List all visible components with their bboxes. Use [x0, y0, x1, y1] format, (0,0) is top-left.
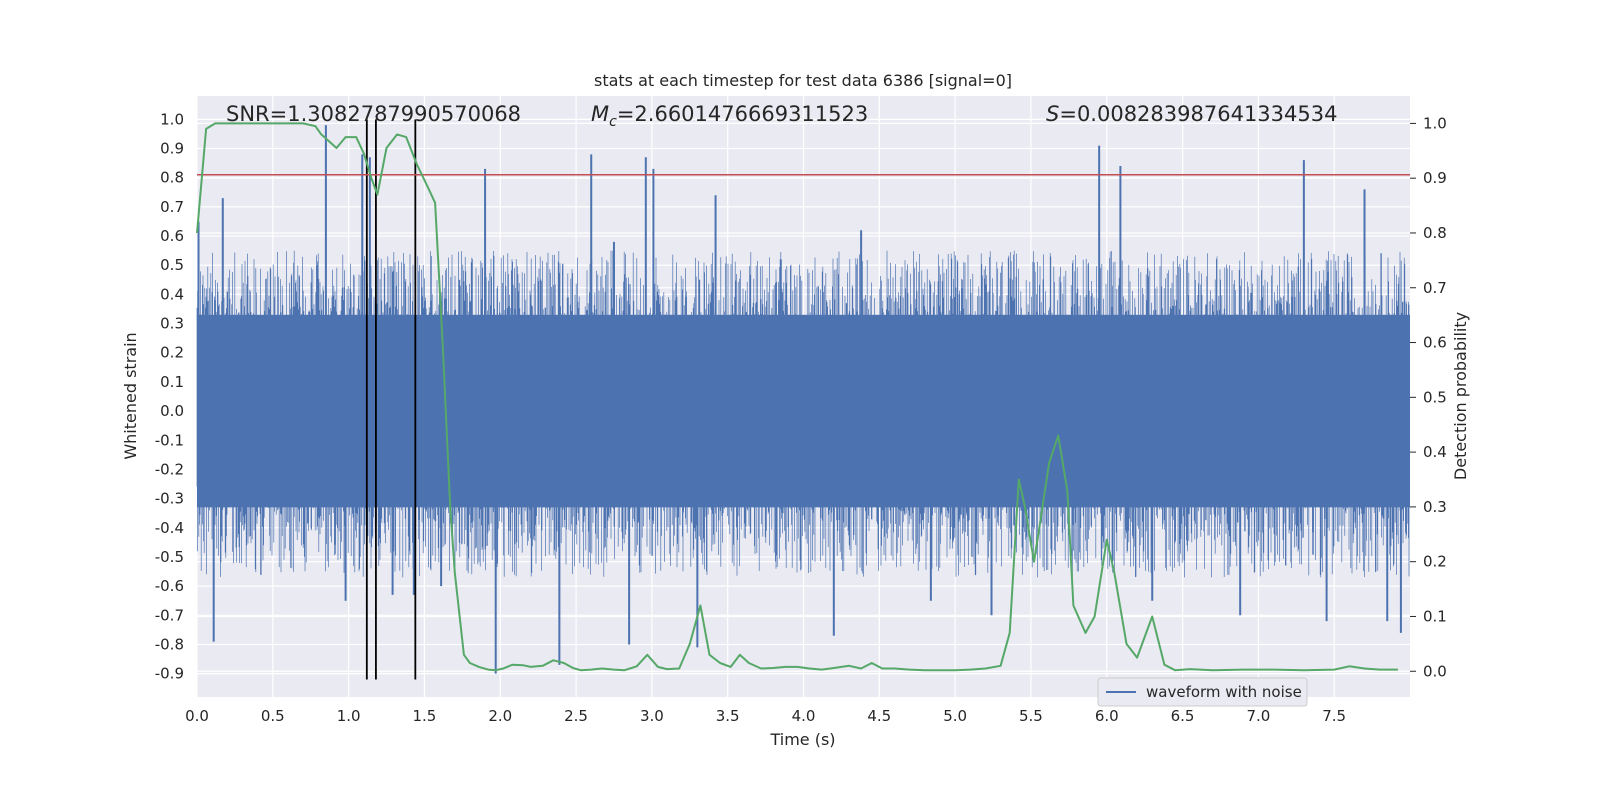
mc-symbol: M	[591, 102, 609, 126]
y-axis-label: Whitened strain	[121, 332, 140, 459]
y2-tick-label: 0.7	[1423, 279, 1447, 297]
x-tick-label: 7.0	[1246, 707, 1270, 725]
y-tick-label: -0.9	[155, 665, 184, 683]
y2-tick-labels: 1.0 0.9 0.8 0.7 0.6 0.5 0.4 0.3 0.2 0.1 0.0	[1410, 114, 1447, 680]
x-tick-label: 4.0	[792, 707, 816, 725]
y2-tick-label: 0.0	[1423, 662, 1447, 680]
y-tick-label: -0.1	[155, 431, 184, 449]
y-tick-label: -0.7	[155, 606, 184, 624]
mc-annotation: Mc=2.6601476669311523	[591, 102, 868, 130]
y2-tick-label: 0.6	[1423, 334, 1447, 352]
x-tick-labels: 0.0 0.5 1.0 1.5 2.0 2.5 3.0 3.5 4.0 4.5 5.0 5.5 6.0 6…	[185, 707, 1346, 725]
y2-tick-label: 1.0	[1423, 114, 1447, 132]
s-symbol: S	[1046, 102, 1059, 126]
x-axis-label: Time (s)	[769, 730, 835, 749]
x-tick-label: 3.5	[716, 707, 740, 725]
legend-label: waveform with noise	[1146, 683, 1302, 701]
y2-tick-label: 0.2	[1423, 553, 1447, 571]
vertical-lines	[365, 119, 417, 680]
x-tick-label: 1.5	[413, 707, 437, 725]
x-tick-label: 4.5	[867, 707, 891, 725]
y2-axis-label: Detection probability	[1451, 312, 1470, 480]
y-tick-label: -0.4	[155, 519, 184, 537]
probability-series	[196, 122, 1398, 672]
x-tick-label: 0.0	[185, 707, 209, 725]
x-tick-label: 1.0	[337, 707, 361, 725]
y-tick-label: 0.2	[160, 344, 184, 362]
y-tick-label: 0.7	[160, 198, 184, 216]
y-tick-label: 0.3	[160, 315, 184, 333]
mc-value: =2.6601476669311523	[617, 102, 868, 126]
y-tick-labels: 1.0 0.9 0.8 0.7 0.6 0.5 0.4 0.3 0.2 0.1 0.0 -0.1 -0.…	[155, 110, 184, 682]
x-tick-label: 0.5	[261, 707, 285, 725]
s-value: =0.008283987641334534	[1059, 102, 1337, 126]
x-tick-label: 2.0	[488, 707, 512, 725]
y-tick-label: 1.0	[160, 110, 184, 128]
waveform-series	[196, 125, 1410, 674]
x-tick-label: 2.5	[564, 707, 588, 725]
y-tick-label: 0.8	[160, 169, 184, 187]
y-tick-label: 0.1	[160, 373, 184, 391]
y-tick-label: 0.0	[160, 402, 184, 420]
y-tick-label: -0.5	[155, 548, 184, 566]
y2-tick-label: 0.4	[1423, 443, 1447, 461]
x-tick-label: 6.5	[1171, 707, 1195, 725]
y-tick-label: 0.9	[160, 140, 184, 158]
y-tick-label: -0.8	[155, 635, 184, 653]
y2-tick-label: 0.1	[1423, 607, 1447, 625]
x-tick-label: 7.5	[1322, 707, 1346, 725]
y-tick-label: 0.4	[160, 285, 184, 303]
probability-line	[196, 122, 1398, 672]
y2-tick-label: 0.9	[1423, 169, 1447, 187]
y-tick-label: -0.3	[155, 490, 184, 508]
x-tick-label: 5.0	[943, 707, 967, 725]
x-tick-label: 6.0	[1095, 707, 1119, 725]
y2-tick-label: 0.8	[1423, 224, 1447, 242]
y2-tick-label: 0.3	[1423, 498, 1447, 516]
legend-box	[1097, 677, 1308, 707]
chart-title: stats at each timestep for test data 638…	[594, 71, 1012, 90]
legend: waveform with noise	[1097, 677, 1308, 707]
waveform-core	[197, 314, 1410, 508]
y-tick-label: 0.6	[160, 227, 184, 245]
mc-subscript: c	[609, 114, 617, 130]
y-tick-label: -0.2	[155, 460, 184, 478]
y-tick-label: -0.6	[155, 577, 184, 595]
y-tick-label: 0.5	[160, 256, 184, 274]
snr-annotation: SNR=1.3082787990570068	[226, 102, 521, 126]
s-annotation: S=0.008283987641334534	[1046, 102, 1337, 126]
x-tick-label: 5.5	[1019, 707, 1043, 725]
y2-tick-label: 0.5	[1423, 388, 1447, 406]
x-tick-label: 3.0	[640, 707, 664, 725]
